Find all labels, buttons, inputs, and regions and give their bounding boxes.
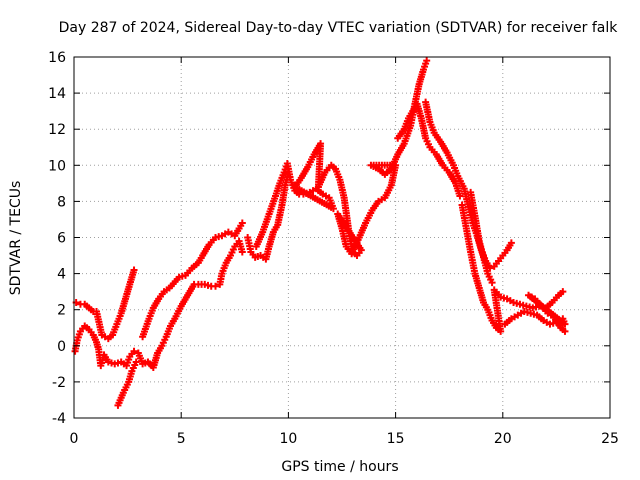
data-point	[423, 57, 431, 65]
data-point	[132, 358, 140, 366]
x-tick-label: 20	[494, 431, 512, 447]
x-axis-label: GPS time / hours	[281, 459, 398, 475]
x-tick-label: 5	[177, 431, 186, 447]
data-point	[507, 239, 515, 247]
data-point	[212, 282, 220, 290]
y-axis-label: SDTVAR / TECUs	[8, 181, 24, 296]
data-point	[238, 248, 246, 256]
x-tick-label: 0	[70, 431, 79, 447]
y-tick-label: 8	[57, 194, 66, 210]
tick-labels: 0 5 10 15 20 25 -4 -2 0 2 4 6 8 10 12 14 16	[48, 50, 619, 447]
data-point	[130, 347, 138, 355]
data-point	[130, 266, 138, 274]
y-tick-label: 16	[48, 50, 66, 66]
y-tick-label: 0	[57, 339, 66, 355]
y-tick-label: 6	[57, 231, 66, 247]
y-tick-label: -2	[52, 375, 66, 391]
y-tick-label: 10	[48, 158, 66, 174]
x-tick-label: 15	[387, 431, 405, 447]
y-tick-label: -4	[52, 411, 66, 427]
chart-title: Day 287 of 2024, Sidereal Day-to-day VTE…	[59, 20, 619, 36]
axes	[73, 56, 611, 419]
grid	[74, 57, 610, 418]
y-tick-label: 14	[48, 86, 66, 102]
x-tick-label: 25	[601, 431, 619, 447]
data-point	[559, 288, 567, 296]
data-point	[456, 192, 464, 200]
y-tick-label: 4	[57, 267, 66, 283]
data-point	[561, 327, 569, 335]
y-tick-label: 12	[48, 122, 66, 138]
data-point	[488, 279, 496, 287]
data-point	[238, 219, 246, 227]
x-tick-label: 10	[279, 431, 297, 447]
data-points	[71, 57, 569, 409]
y-tick-label: 2	[57, 303, 66, 319]
